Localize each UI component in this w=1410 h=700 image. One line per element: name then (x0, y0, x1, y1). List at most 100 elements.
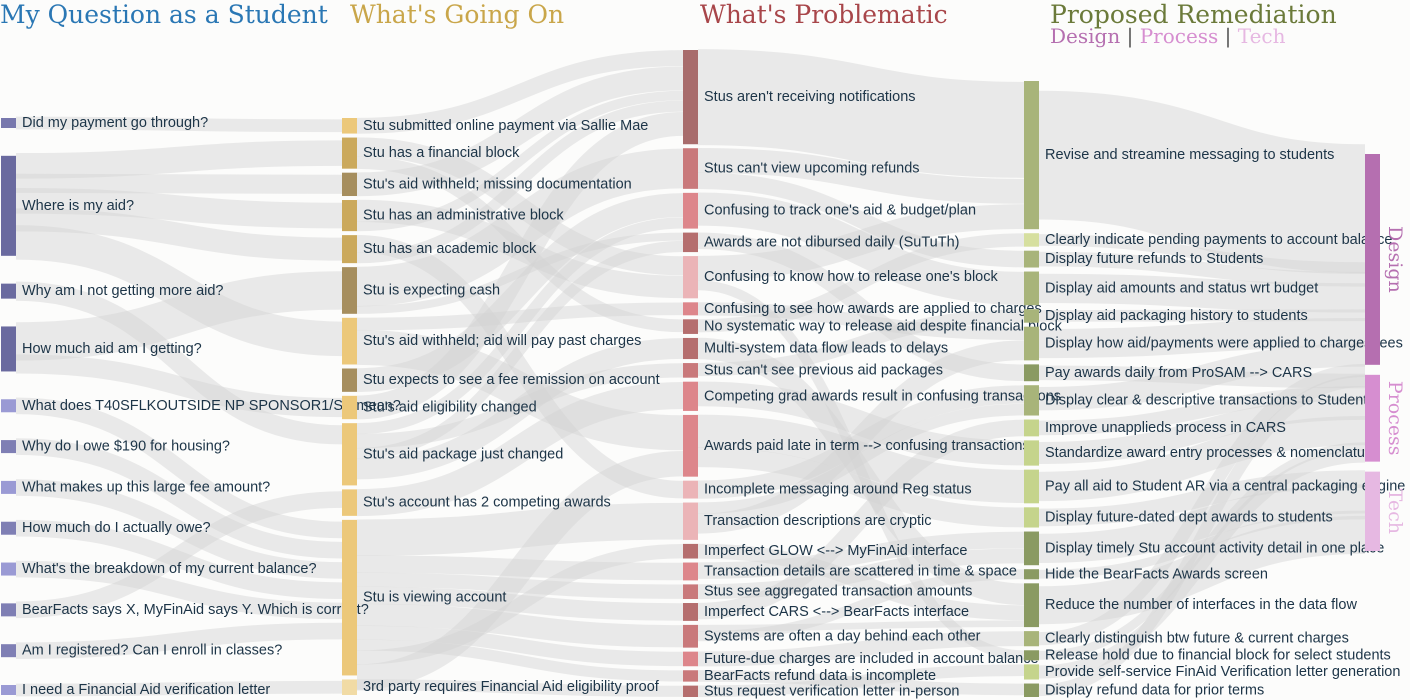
node-bar-g-6[interactable] (342, 317, 357, 365)
node-bar-q-5[interactable] (1, 440, 16, 454)
node-bar-p-12[interactable] (683, 502, 698, 540)
flow-link (697, 233, 1025, 333)
node-bar-q-9[interactable] (1, 603, 16, 617)
node-bar-p-10[interactable] (683, 414, 698, 477)
node-bar-q-4[interactable] (1, 399, 16, 413)
legend-separator: | (1126, 24, 1134, 48)
flow-link (697, 280, 1025, 661)
node-label-q-1: Where is my aid? (22, 198, 134, 214)
node-bar-p-20[interactable] (683, 685, 698, 697)
node-bar-p-15[interactable] (683, 584, 698, 600)
node-bar-r-5[interactable] (1024, 326, 1039, 361)
node-bar-q-6[interactable] (1, 480, 16, 494)
node-bar-p-4[interactable] (683, 256, 698, 299)
node-bar-g-3[interactable] (342, 200, 357, 232)
node-bar-g-11[interactable] (342, 519, 357, 676)
node-bar-p-19[interactable] (683, 670, 698, 682)
node-bar-g-1[interactable] (342, 137, 357, 169)
node-label-g-12: 3rd party requires Financial Aid eligibi… (363, 679, 660, 695)
node-bar-p-16[interactable] (683, 603, 698, 621)
node-bar-r-7[interactable] (1024, 385, 1039, 416)
node-bar-r-0[interactable] (1024, 81, 1039, 230)
node-bar-g-4[interactable] (342, 235, 357, 264)
flow-link (15, 397, 343, 539)
node-bar-q-8[interactable] (1, 562, 16, 576)
node-label-p-2: Confusing to track one's aid & budget/pl… (704, 203, 976, 219)
node-bar-r-15[interactable] (1024, 631, 1039, 647)
node-bar-p-9[interactable] (683, 381, 698, 411)
node-bar-q-0[interactable] (1, 118, 16, 128)
node-bar-q-10[interactable] (1, 644, 16, 658)
node-label-q-5: Why do I owe $190 for housing? (22, 439, 230, 455)
flow-link (356, 572, 684, 599)
node-bar-g-9[interactable] (342, 423, 357, 486)
node-label-p-14: Transaction details are scattered in tim… (704, 563, 1017, 579)
flow-link (356, 217, 684, 435)
node-label-r-9: Standardize award entry processes & nome… (1045, 445, 1378, 461)
flow-link (1038, 375, 1366, 697)
node-bar-g-10[interactable] (342, 489, 357, 516)
node-bar-p-7[interactable] (683, 337, 698, 360)
node-bar-r-10[interactable] (1024, 469, 1039, 504)
node-bar-r-11[interactable] (1024, 507, 1039, 528)
node-bar-r-4[interactable] (1024, 309, 1039, 323)
node-bar-p-2[interactable] (683, 192, 698, 229)
node-bar-q-11[interactable] (1, 685, 16, 695)
node-bar-r-6[interactable] (1024, 364, 1039, 382)
node-bar-p-17[interactable] (683, 624, 698, 648)
node-bar-q-3[interactable] (1, 326, 16, 372)
node-label-r-6: Pay awards daily from ProSAM --> CARS (1045, 365, 1312, 381)
node-bar-p-1[interactable] (683, 148, 698, 189)
flow-link (697, 419, 1025, 620)
node-bar-g-0[interactable] (342, 118, 357, 134)
node-bar-p-11[interactable] (683, 480, 698, 499)
node-label-p-9: Competing grad awards result in confusin… (704, 388, 1061, 404)
node-bar-q-2[interactable] (1, 283, 16, 299)
node-bar-g-7[interactable] (342, 368, 357, 392)
flow-link (15, 208, 343, 261)
legend-separator: | (1224, 24, 1232, 48)
node-bar-p-18[interactable] (683, 651, 698, 667)
flow-link (697, 232, 1025, 382)
node-bar-r-14[interactable] (1024, 583, 1039, 628)
flow-link (15, 173, 343, 194)
flow-link (15, 271, 343, 361)
node-bar-p-5[interactable] (683, 302, 698, 316)
node-label-p-5: Confusing to see how awards are applied … (704, 301, 1042, 317)
node-bar-q-7[interactable] (1, 521, 16, 535)
node-bar-g-2[interactable] (342, 172, 357, 197)
node-bar-r-8[interactable] (1024, 419, 1039, 437)
flow-link (356, 329, 684, 451)
node-label-p-18: Future-due charges are included in accou… (704, 651, 1039, 667)
node-bar-p-6[interactable] (683, 319, 698, 334)
node-bar-c-0[interactable] (1365, 154, 1380, 365)
node-bar-g-5[interactable] (342, 267, 357, 314)
node-bar-r-17[interactable] (1024, 664, 1039, 680)
flow-link (1038, 273, 1366, 313)
node-label-r-5: Display how aid/payments were applied to… (1045, 336, 1403, 352)
node-bar-r-13[interactable] (1024, 569, 1039, 580)
node-bar-r-18[interactable] (1024, 683, 1039, 697)
node-bar-p-14[interactable] (683, 562, 698, 581)
node-bar-g-12[interactable] (342, 679, 357, 695)
node-label-g-5: Stu is expecting cash (363, 282, 500, 298)
node-bar-r-1[interactable] (1024, 233, 1039, 247)
node-bar-p-13[interactable] (683, 543, 698, 559)
legend-design: Design (1050, 24, 1121, 48)
node-label-p-4: Confusing to know how to release one's b… (704, 269, 998, 285)
node-label-r-0: Revise and streamine messaging to studen… (1045, 147, 1334, 163)
node-bar-r-12[interactable] (1024, 531, 1039, 566)
node-bar-p-3[interactable] (683, 232, 698, 253)
node-bar-g-8[interactable] (342, 395, 357, 420)
node-bar-c-2[interactable] (1365, 471, 1380, 551)
node-bar-p-0[interactable] (683, 50, 698, 145)
flow-link (356, 679, 684, 697)
node-bar-r-2[interactable] (1024, 250, 1039, 268)
node-label-r-16: Release hold due to financial block for … (1045, 647, 1391, 663)
node-bar-r-3[interactable] (1024, 271, 1039, 306)
node-bar-r-9[interactable] (1024, 440, 1039, 466)
node-bar-r-16[interactable] (1024, 650, 1039, 661)
node-bar-c-1[interactable] (1365, 374, 1380, 462)
node-bar-p-8[interactable] (683, 363, 698, 378)
node-bar-q-1[interactable] (1, 155, 16, 256)
